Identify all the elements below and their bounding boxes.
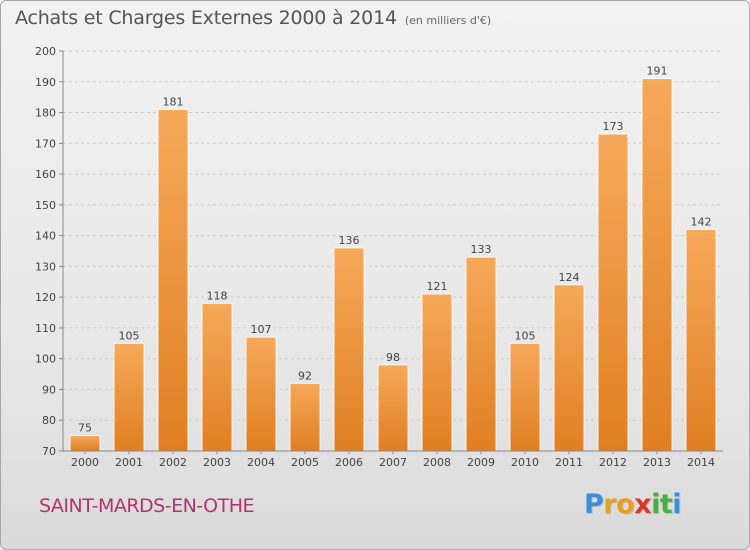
logo-letter: o (616, 489, 635, 520)
logo-letter: x (634, 489, 652, 520)
data-label: 105 (515, 329, 536, 342)
bar (157, 109, 189, 452)
y-tick-label: 90 (42, 383, 56, 396)
y-tick-label: 200 (35, 45, 56, 58)
x-tick-label: 2005 (291, 456, 319, 469)
y-tick-label: 150 (35, 199, 56, 212)
data-label: 98 (386, 351, 400, 364)
data-label: 105 (119, 329, 140, 342)
data-label: 124 (559, 271, 580, 284)
x-tick-label: 2003 (203, 456, 231, 469)
y-tick-label: 130 (35, 260, 56, 273)
y-tick-label: 110 (35, 322, 56, 335)
chart-subtitle: (en milliers d'€) (404, 14, 492, 27)
data-label: 75 (78, 422, 92, 435)
x-tick-label: 2009 (467, 456, 495, 469)
y-axis: 70 80 90 100 110 120 130 140 150 160 170 180 190 200 (35, 45, 64, 458)
data-label: 181 (163, 95, 184, 108)
data-label: 118 (207, 289, 228, 302)
bars (69, 78, 717, 452)
y-tick-label: 120 (35, 291, 56, 304)
y-tick-label: 190 (35, 76, 56, 89)
bar (421, 293, 453, 452)
y-tick-label: 140 (35, 230, 56, 243)
chart-title-text: Achats et Charges Externes 2000 à 2014 (15, 7, 397, 29)
x-tick-label: 2001 (115, 456, 143, 469)
x-tick-label: 2000 (71, 456, 99, 469)
chart-title: Achats et Charges Externes 2000 à 2014 (e… (15, 7, 491, 29)
y-tick-label: 70 (42, 445, 56, 458)
logo-letter: i (651, 489, 660, 520)
data-label: 133 (471, 243, 492, 256)
x-tick-label: 2011 (555, 456, 583, 469)
x-tick-label: 2002 (159, 456, 187, 469)
data-labels: 75 105 181 118 107 92 136 98 121 133 105 124 173 191 1… (78, 65, 712, 435)
data-label: 142 (691, 215, 712, 228)
data-label: 136 (339, 234, 360, 247)
x-tick-label: 2010 (511, 456, 539, 469)
x-tick-label: 2013 (643, 456, 671, 469)
data-label: 191 (647, 65, 668, 78)
bar (69, 435, 101, 452)
x-tick-label: 2012 (599, 456, 627, 469)
bar (641, 78, 673, 452)
bar (685, 229, 717, 452)
bar (333, 247, 365, 452)
bar (465, 256, 497, 452)
y-tick-label: 80 (42, 414, 56, 427)
x-tick-label: 2004 (247, 456, 275, 469)
y-tick-label: 180 (35, 107, 56, 120)
logo-letter: i (672, 489, 682, 520)
bar (377, 364, 409, 452)
x-tick-label: 2008 (423, 456, 451, 469)
bar (245, 336, 277, 452)
y-tick-label: 100 (35, 353, 56, 366)
bar (289, 382, 321, 452)
x-tick-label: 2006 (335, 456, 363, 469)
x-tick-label: 2007 (379, 456, 407, 469)
x-axis: 2000 2001 2002 2003 2004 2005 2006 2007 2008 2009… (63, 450, 723, 469)
logo-letter: t (659, 489, 673, 520)
bar (509, 342, 541, 452)
bar (553, 284, 585, 452)
logo-letter: P (584, 489, 604, 520)
x-tick-label: 2014 (687, 456, 715, 469)
bar (113, 342, 145, 452)
y-tick-label: 160 (35, 168, 56, 181)
data-label: 173 (603, 120, 624, 133)
bar (597, 133, 629, 452)
commune-name: SAINT-MARDS-EN-OTHE (39, 495, 255, 517)
data-label: 107 (251, 323, 272, 336)
data-label: 92 (298, 369, 312, 382)
data-label: 121 (427, 280, 448, 293)
logo-letter: r (603, 489, 617, 520)
proxiti-logo: Proxiti (584, 489, 682, 520)
y-tick-label: 170 (35, 137, 56, 150)
bar (201, 302, 233, 452)
